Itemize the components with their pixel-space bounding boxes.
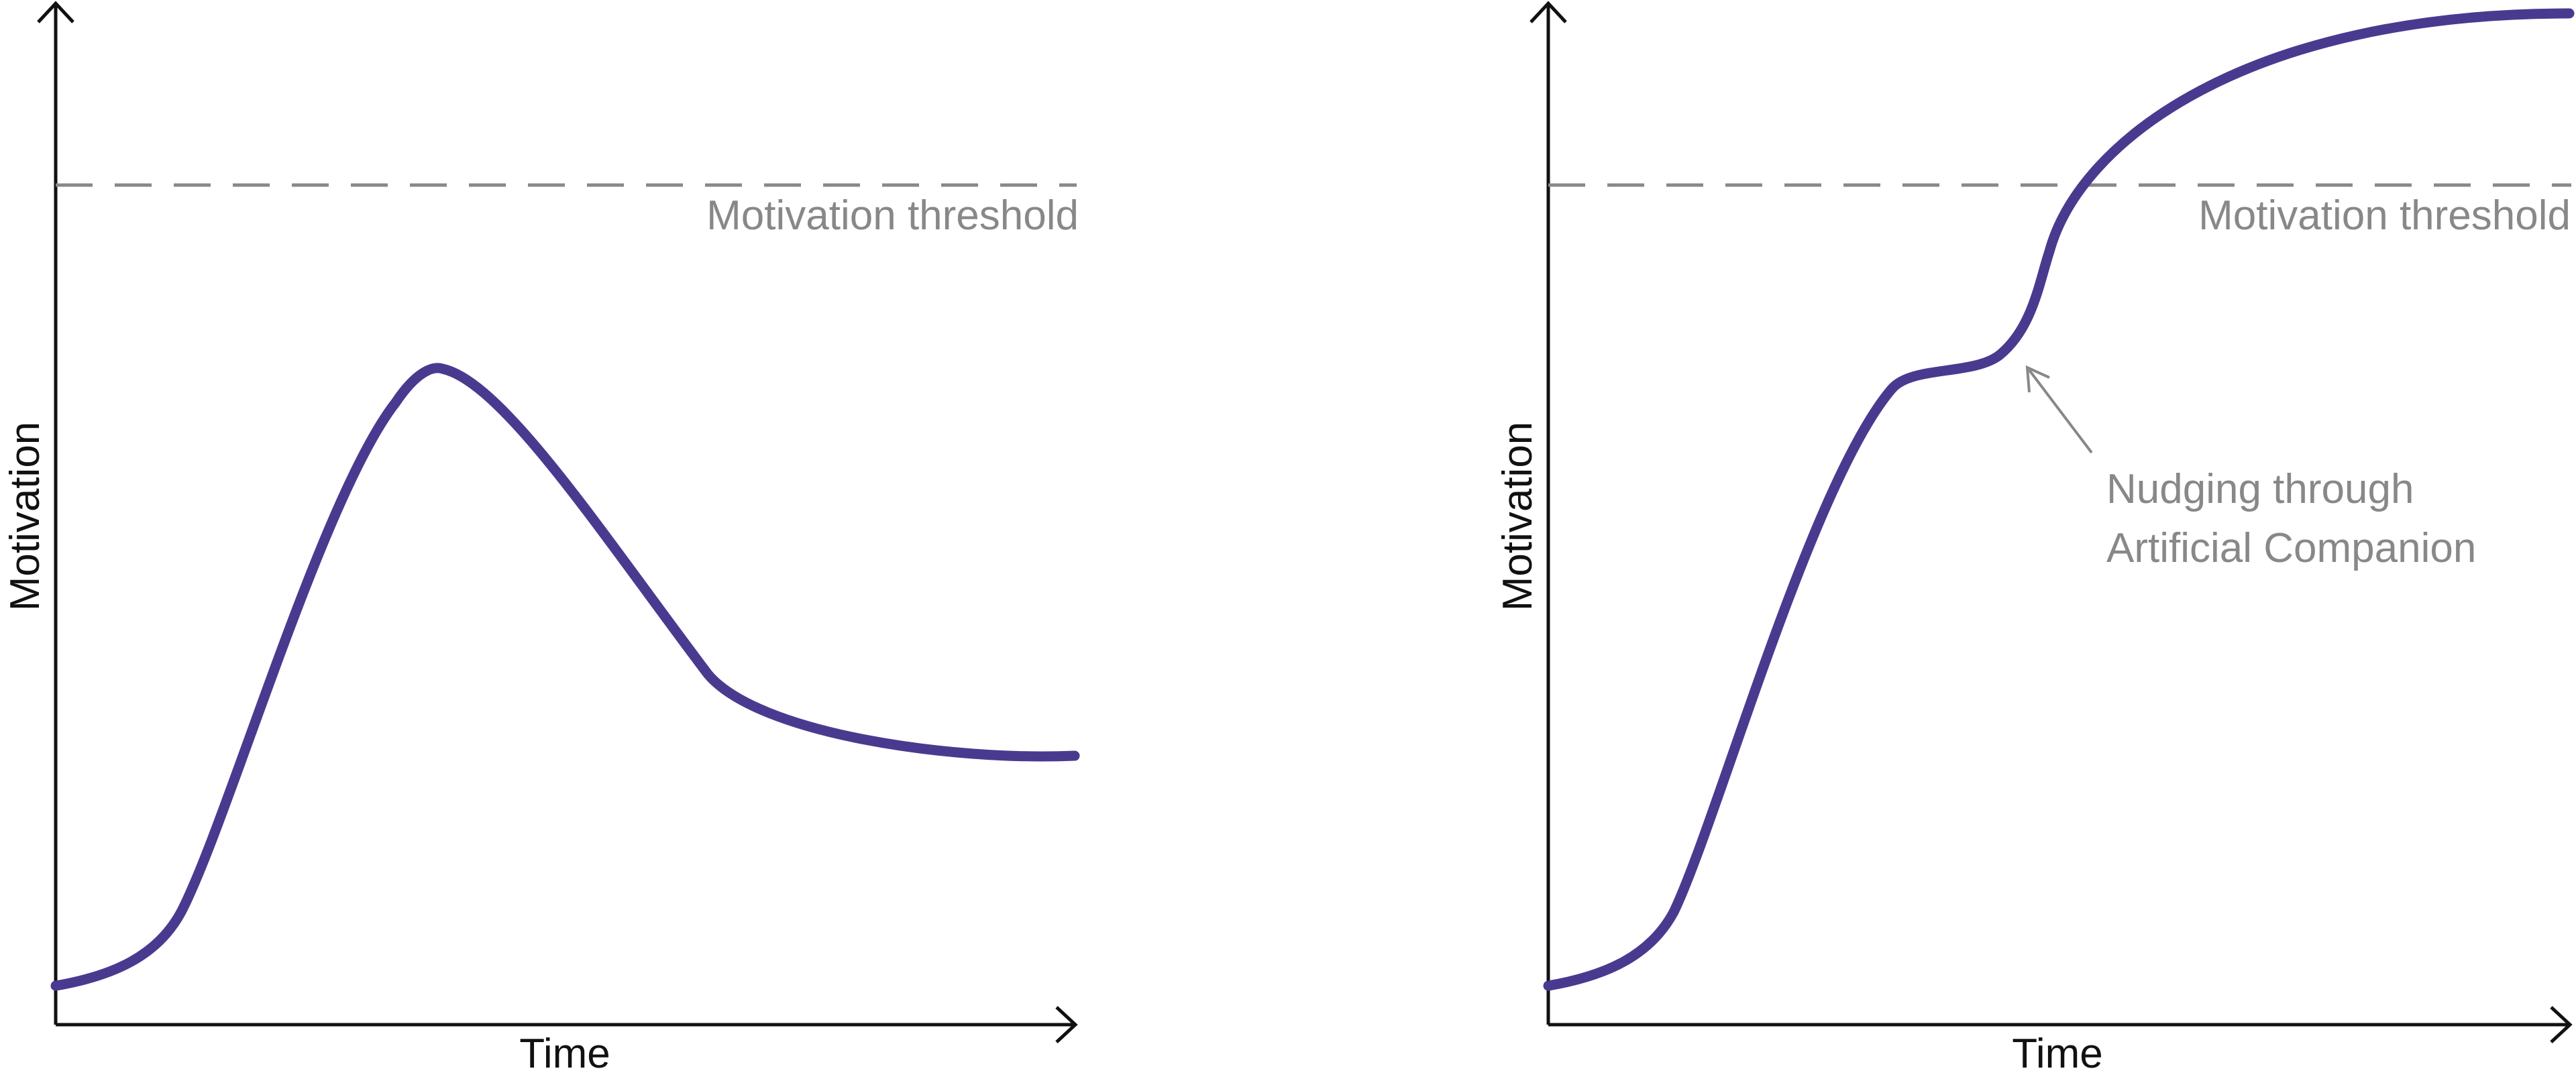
left-motivation-curve [50,363,1080,991]
right-y-axis-arrow-icon [1529,1,1567,23]
right-threshold-label: Motivation threshold [2198,192,2571,239]
nudge-annotation-arrow [2028,369,2093,454]
right-x-axis-label: Time [2012,1031,2102,1077]
right-x-axis-arrow-icon [2550,1006,2573,1043]
nudge-annotation-arrowhead-icon [2025,365,2050,393]
nudge-annotation-line1: Nudging through [2106,466,2414,512]
left-x-axis-label: Time [519,1031,610,1077]
right-y-axis-label: Motivation [1495,422,1541,612]
right-motivation-curve [1543,8,2575,991]
left-y-axis-label: Motivation [2,422,48,612]
right-diagram: Motivation threshold Nudging through Art… [1495,1,2575,1077]
nudge-annotation-line2: Artificial Companion [2106,525,2476,571]
left-x-axis-arrow-icon [1055,1006,1078,1043]
left-threshold-label: Motivation threshold [706,192,1079,239]
left-diagram: Motivation threshold Motivation Time [2,1,1080,1077]
left-y-axis-arrow-icon [37,1,74,23]
